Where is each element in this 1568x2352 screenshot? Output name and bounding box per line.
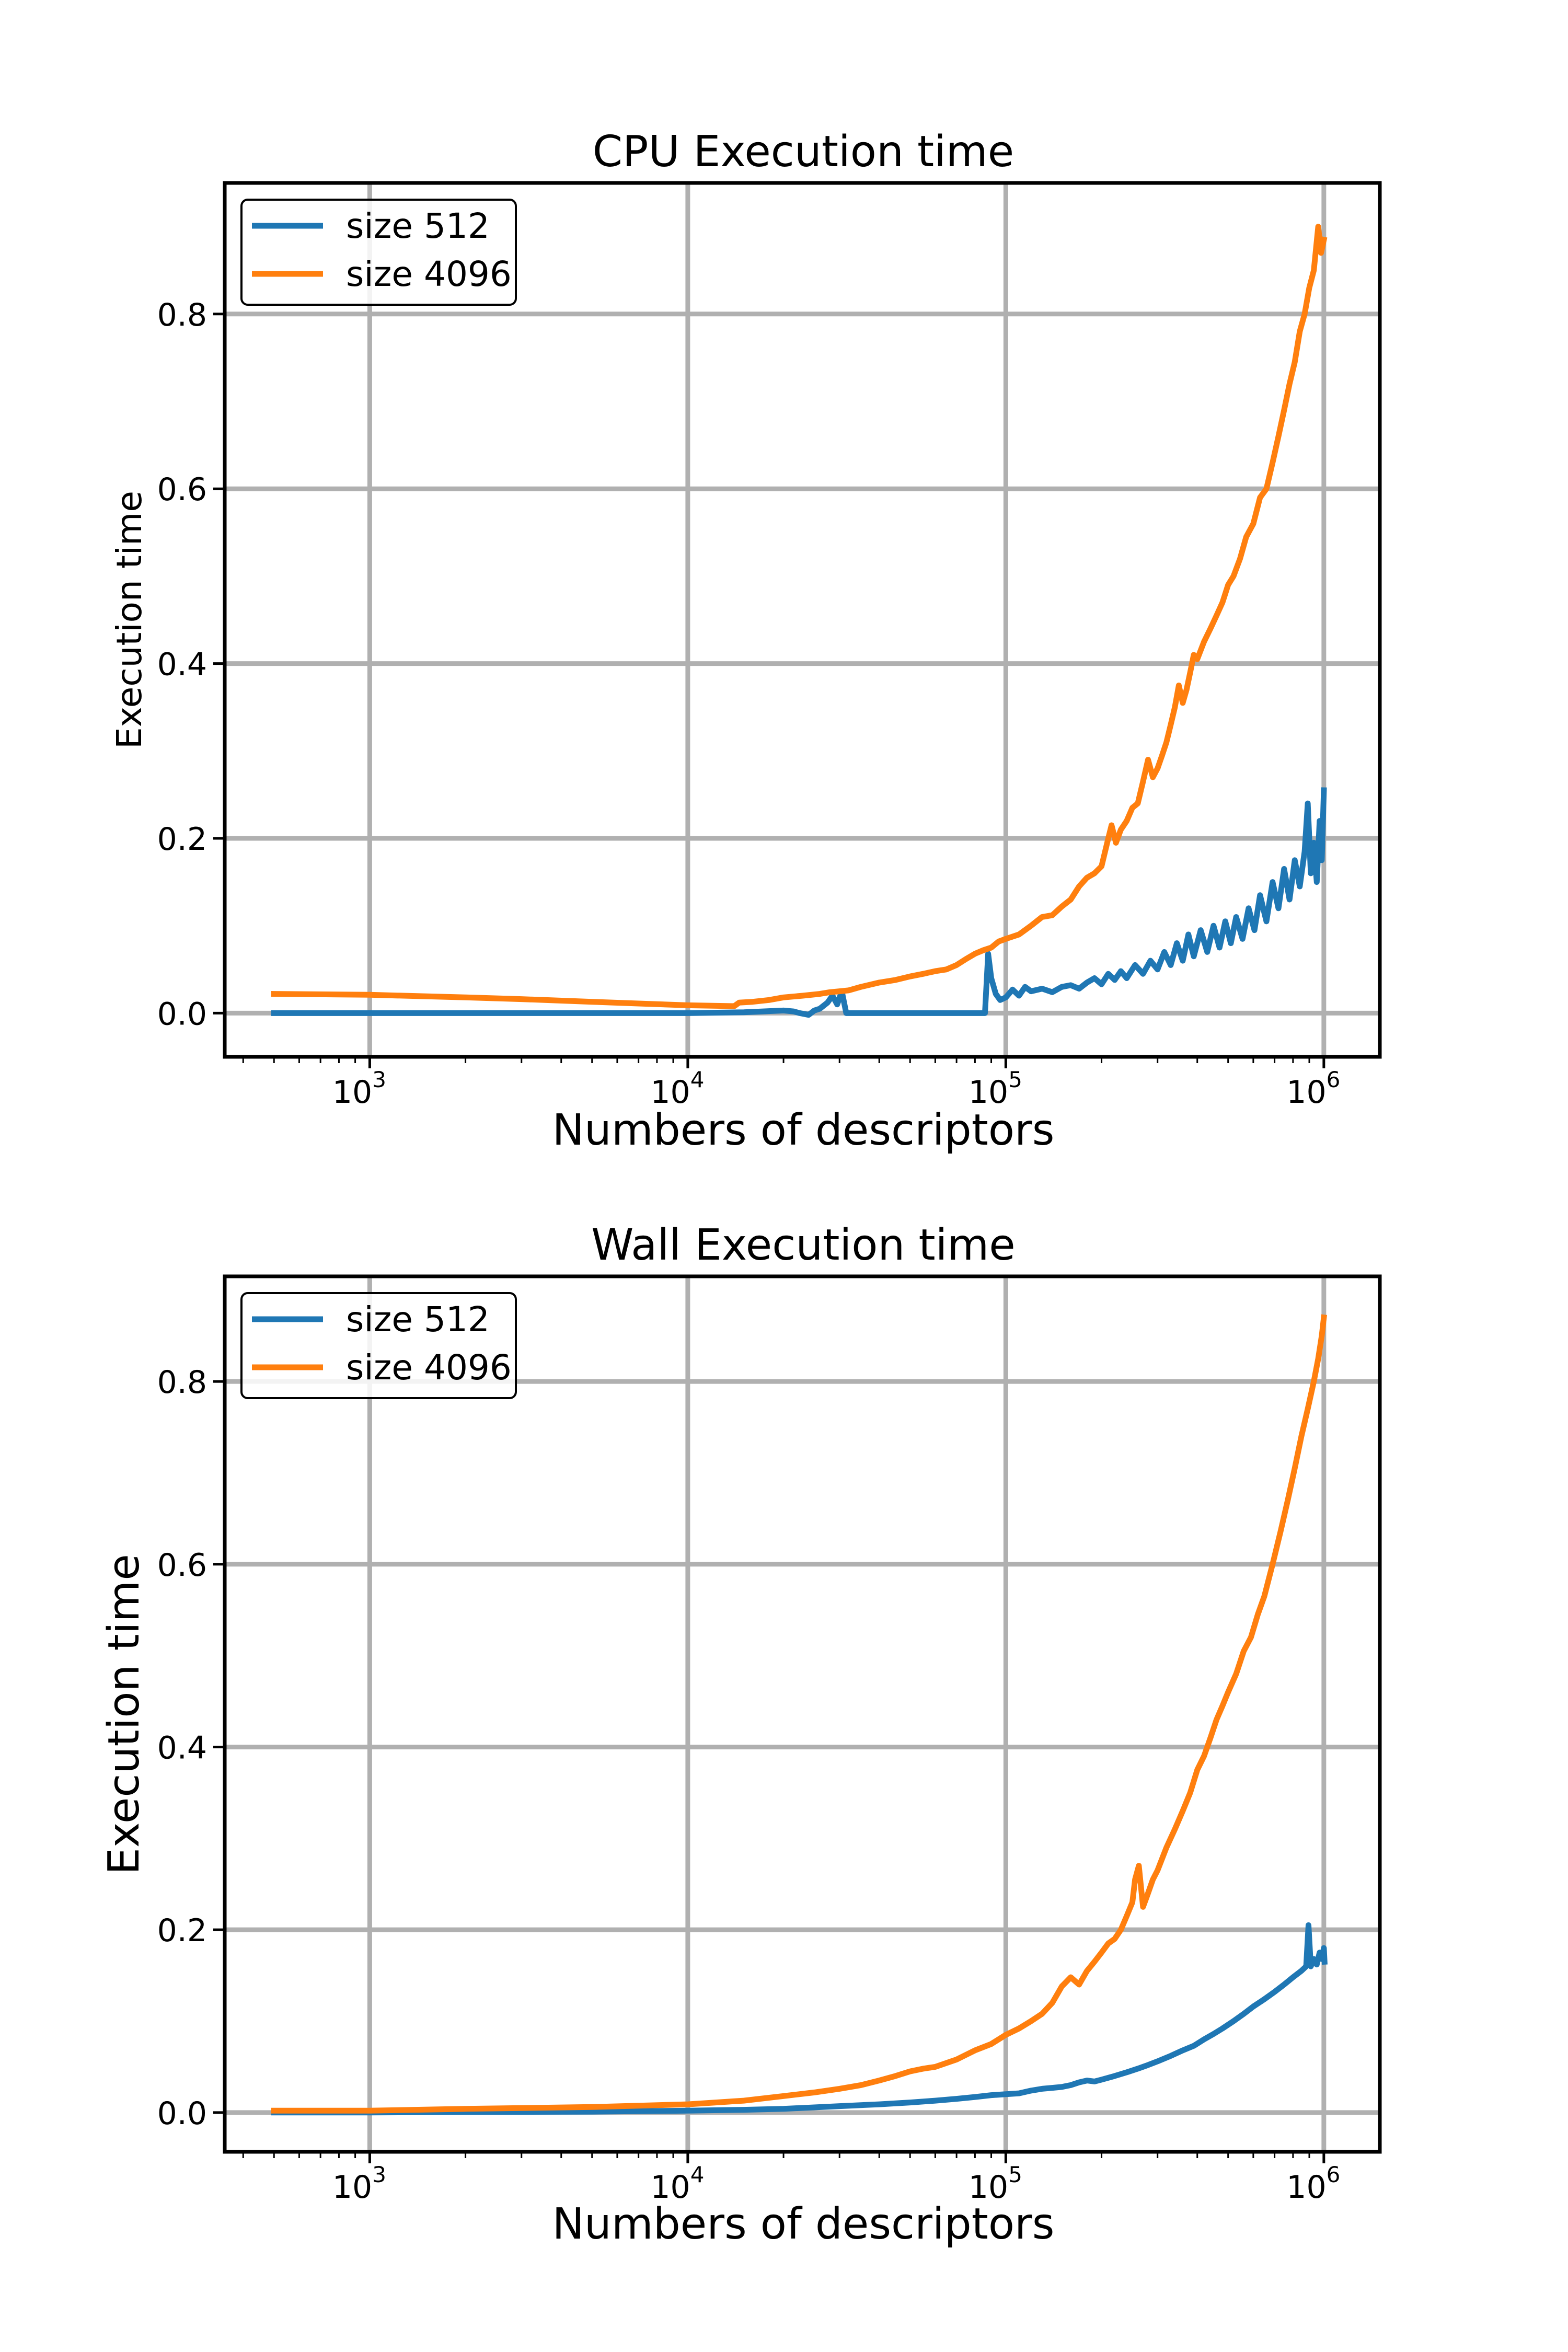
y-tick-label: 0.0 bbox=[157, 2095, 207, 2132]
axes-frame bbox=[223, 181, 1382, 1059]
x-tick-label: 106 bbox=[1286, 1067, 1340, 1111]
legend-label-size-512: size 512 bbox=[346, 1299, 490, 1340]
y-tick-label: 0.2 bbox=[157, 1912, 207, 1949]
x-tick-label: 105 bbox=[969, 2162, 1022, 2206]
y-tick-label: 0.8 bbox=[157, 297, 207, 333]
y-ticks: 0.0 0.2 0.4 0.6 0.8 bbox=[157, 297, 225, 1032]
axes-frame bbox=[223, 1274, 1382, 2154]
y-axis-label: Execution time bbox=[109, 491, 149, 749]
series-lines bbox=[271, 1314, 1328, 2116]
legend: size 512 size 4096 bbox=[240, 1292, 517, 1399]
series-lines bbox=[271, 224, 1328, 1018]
x-axis-label: Numbers of descriptors bbox=[552, 2199, 1055, 2249]
x-tick-label: 104 bbox=[650, 1067, 704, 1111]
series-line-size-4096 bbox=[271, 224, 1328, 1009]
grid-lines bbox=[225, 1276, 1380, 2152]
grid-lines bbox=[225, 183, 1380, 1057]
cpu-execution-time-chart: CPU Execution time 0.00.20.40.60.8 103 10… bbox=[109, 127, 1382, 1155]
y-tick-label: 0.6 bbox=[157, 1547, 207, 1584]
y-tick-label: 0.6 bbox=[157, 471, 207, 508]
chart-title: Wall Execution time bbox=[591, 1220, 1015, 1270]
x-ticks: 103 104 105 106 bbox=[242, 1057, 1340, 1111]
x-tick-label: 105 bbox=[969, 1067, 1022, 1111]
wall-execution-time-chart: Wall Execution time 0.00.20.40.60.8 103 1… bbox=[99, 1220, 1382, 2249]
x-tick-label: 103 bbox=[332, 1067, 386, 1111]
series-line-size-512 bbox=[271, 787, 1327, 1018]
series-line-size-512 bbox=[271, 1922, 1328, 2116]
y-ticks: 0.0 0.2 0.4 0.6 0.8 bbox=[157, 1364, 225, 2132]
x-tick-label: 103 bbox=[332, 2162, 386, 2206]
x-axis-label: Numbers of descriptors bbox=[552, 1105, 1055, 1155]
y-tick-label: 0.2 bbox=[157, 821, 207, 858]
legend-label-size-512: size 512 bbox=[346, 206, 490, 246]
y-tick-label: 0.8 bbox=[157, 1364, 207, 1401]
series-line-size-4096 bbox=[271, 1314, 1327, 2114]
x-tick-label: 104 bbox=[650, 2162, 704, 2206]
legend-label-size-4096: size 4096 bbox=[346, 254, 512, 294]
y-tick-label: 0.4 bbox=[157, 647, 207, 683]
legend-label-size-4096: size 4096 bbox=[346, 1347, 512, 1388]
x-tick-label: 106 bbox=[1286, 2162, 1340, 2206]
y-tick-label: 0.4 bbox=[157, 1730, 207, 1766]
y-axis-label: Execution time bbox=[99, 1554, 149, 1875]
chart-title: CPU Execution time bbox=[593, 127, 1014, 177]
y-tick-label: 0.0 bbox=[157, 996, 207, 1032]
x-ticks: 103 104 105 106 bbox=[242, 2152, 1340, 2206]
legend: size 512 size 4096 bbox=[240, 199, 517, 306]
